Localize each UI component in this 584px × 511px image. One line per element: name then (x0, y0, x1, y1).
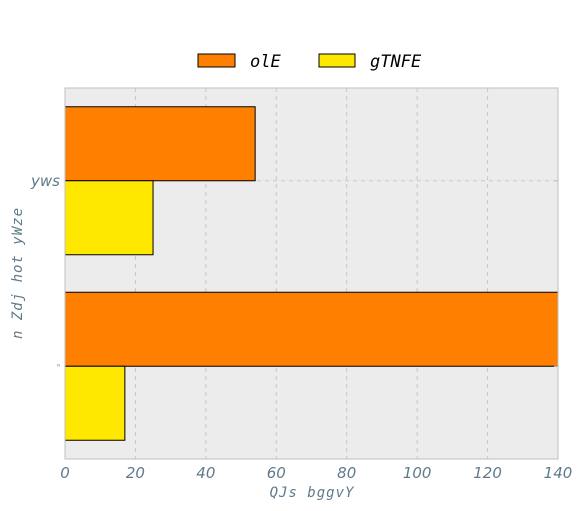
bar-olE-1 (65, 292, 558, 366)
x-tick-label: 140 (544, 464, 573, 482)
y-tick-label: ᴺ (57, 363, 60, 370)
bar-gTNFE-1 (65, 366, 125, 440)
x-tick-label: 120 (473, 464, 502, 482)
x-tick-label: 80 (337, 464, 356, 482)
x-ticks: 0 20 40 60 80 100 120 140 (60, 464, 572, 482)
x-tick-label: 100 (403, 464, 432, 482)
legend: olE gTNFE (198, 52, 422, 72)
x-axis-label: QJs bggvY (270, 485, 355, 501)
bar-olE-0 (65, 107, 255, 181)
x-tick-label: 40 (196, 464, 215, 482)
x-tick-label: 60 (267, 464, 286, 482)
y-tick-label: yws (30, 172, 60, 190)
y-axis-label: n Zdj hot yWze (10, 207, 26, 339)
legend-swatch-series-1 (319, 54, 355, 67)
legend-label-series-0: olE (250, 52, 281, 72)
bar-gTNFE-0 (65, 181, 153, 255)
legend-swatch-series-0 (198, 54, 235, 67)
x-tick-label: 20 (126, 464, 145, 482)
x-tick-label: 0 (60, 464, 70, 482)
legend-label-series-1: gTNFE (370, 52, 422, 72)
